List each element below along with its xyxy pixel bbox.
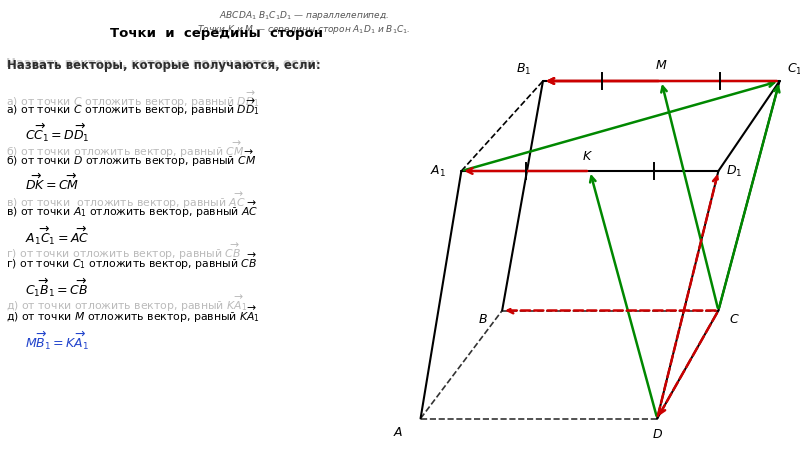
Text: г) от точки отложить вектор, равный $\overrightarrow{CB}$: г) от точки отложить вектор, равный $\ov… [6, 242, 242, 262]
Text: в) от точки $A_1$ отложить вектор, равный $\overrightarrow{AC}$: в) от точки $A_1$ отложить вектор, равны… [6, 200, 258, 220]
Text: б) от точки отложить вектор, равный $\overrightarrow{CM}$: б) от точки отложить вектор, равный $\ov… [6, 140, 245, 161]
Text: д) от точки отложить вектор, равный $\overrightarrow{KA_1}$: д) от точки отложить вектор, равный $\ov… [6, 294, 247, 315]
Text: $B_1$: $B_1$ [516, 62, 531, 77]
Text: г) от точки $C_1$ отложить вектор, равный $\overrightarrow{CB}$: г) от точки $C_1$ отложить вектор, равны… [6, 252, 258, 272]
Text: Назвать векторы, которые получаются, если:: Назвать векторы, которые получаются, есл… [7, 58, 322, 72]
Text: $\overrightarrow{DK} = \overrightarrow{CM}$: $\overrightarrow{DK} = \overrightarrow{C… [25, 173, 79, 194]
Text: $D_1$: $D_1$ [726, 163, 742, 179]
Text: $C$: $C$ [729, 313, 739, 326]
Text: $\overrightarrow{CC_1} = \overrightarrow{DD_1}$: $\overrightarrow{CC_1} = \overrightarrow… [25, 122, 90, 144]
Text: $C_1$: $C_1$ [787, 62, 800, 77]
Text: Точки  и  середины  сторон: Точки и середины сторон [110, 27, 323, 40]
Text: д) от точки $M$ отложить вектор, равный $\overrightarrow{KA_1}$: д) от точки $M$ отложить вектор, равный … [6, 305, 260, 325]
Text: б) от точки $D$ отложить вектор, равный $\overrightarrow{CM}$: б) от точки $D$ отложить вектор, равный … [6, 149, 257, 170]
Text: $\overrightarrow{C_1B_1} = \overrightarrow{CB}$: $\overrightarrow{C_1B_1} = \overrightarr… [25, 276, 88, 298]
Text: а) от точки $C$ отложить вектор, равный $\overrightarrow{DD_1}$: а) от точки $C$ отложить вектор, равный … [6, 90, 260, 110]
Text: $B$: $B$ [478, 313, 487, 326]
Text: Точки $K$ и $M$ — середины сторон $A_1D_1$ и $B_1C_1$.: Точки $K$ и $M$ — середины сторон $A_1D_… [197, 22, 410, 36]
Text: а) от точки $C$ отложить вектор, равный $\overrightarrow{DD_1}$: а) от точки $C$ отложить вектор, равный … [6, 98, 260, 118]
Text: $D$: $D$ [652, 428, 662, 441]
Text: $ABCDA_1\ B_1C_1D_1$ — параллелепипед.: $ABCDA_1\ B_1C_1D_1$ — параллелепипед. [218, 9, 389, 22]
Text: $A$: $A$ [393, 426, 403, 438]
Text: $\overrightarrow{MB_1} = \overrightarrow{KA_1}$: $\overrightarrow{MB_1} = \overrightarrow… [25, 330, 89, 352]
Text: $K$: $K$ [582, 150, 594, 163]
Text: в) от точки  отложить вектор, равный $\overrightarrow{AC}$: в) от точки отложить вектор, равный $\ov… [6, 191, 246, 211]
Text: $\overrightarrow{A_1C_1} = \overrightarrow{AC}$: $\overrightarrow{A_1C_1} = \overrightarr… [25, 225, 90, 247]
Text: $A_1$: $A_1$ [430, 163, 446, 179]
Text: Назвать векторы, которые получаются, если:: Назвать векторы, которые получаются, есл… [6, 57, 320, 70]
Text: $M$: $M$ [655, 59, 667, 72]
